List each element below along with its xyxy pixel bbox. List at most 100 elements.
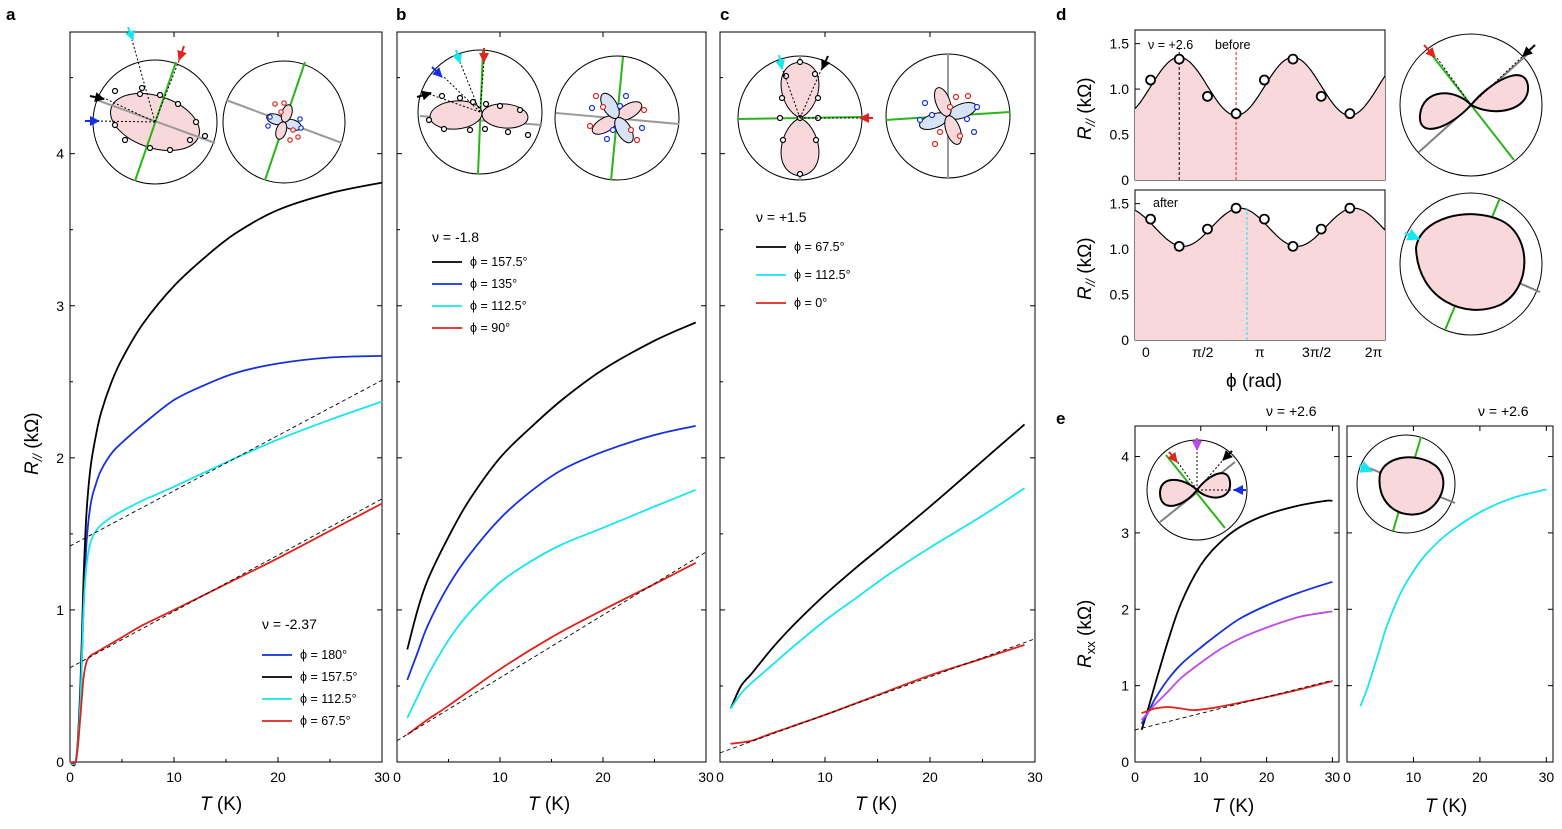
legend-label: ϕ = 112.5° xyxy=(794,268,851,282)
polar-inset-c-left xyxy=(737,54,873,181)
x-tick-label: 0 xyxy=(1142,344,1150,360)
series-line-cyan xyxy=(729,487,1025,710)
ylabel-d-top: R// (kΩ) xyxy=(1075,77,1098,140)
y-tick-label: 4 xyxy=(56,146,64,162)
x-tick-label: 20 xyxy=(922,769,938,785)
series-line-black xyxy=(1140,499,1333,731)
polar-inset-d-top xyxy=(1399,33,1543,177)
x-tick-label: 10 xyxy=(166,769,182,785)
polar-inset-b-left xyxy=(416,48,543,175)
d-data-point xyxy=(1344,108,1356,120)
d-fill-area xyxy=(1135,208,1385,340)
ylabel-d-bottom: R// (kΩ) xyxy=(1075,237,1098,300)
polar-inset-b-right xyxy=(554,55,680,181)
legends: ν = -2.37 ϕ = 180° ϕ = 157.5° ϕ = 112.5° ϕ =… xyxy=(262,209,851,728)
y-tick-label: 1.0 xyxy=(1110,241,1130,257)
d-data-point xyxy=(1202,223,1213,235)
d-data-point xyxy=(1230,202,1242,214)
x-tick-label: 30 xyxy=(374,769,390,785)
x-tick-label: 0 xyxy=(716,769,724,785)
x-tick-label: 0 xyxy=(393,769,401,785)
y-tick-label: 0 xyxy=(1121,172,1129,188)
series-line-blue xyxy=(406,425,696,681)
legend-label: ϕ = 112.5° xyxy=(470,299,527,313)
x-tick-label: 2π xyxy=(1365,344,1383,360)
y-tick-label: 1 xyxy=(56,602,64,618)
d-top-before-annotation: before xyxy=(1215,38,1250,52)
legend-title: ν = +1.5 xyxy=(756,209,807,225)
x-tick-label: 10 xyxy=(492,769,508,785)
fit-lines xyxy=(69,379,1333,754)
plot-frame-e-right xyxy=(1346,425,1554,763)
xlabel-d: ϕ (rad) xyxy=(1226,371,1282,392)
series-line-cyan xyxy=(69,400,383,766)
linear-fit-line xyxy=(69,498,383,669)
y-tick-label: 0 xyxy=(1121,332,1129,348)
x-tick-label: 0 xyxy=(1131,769,1139,785)
legend-label: ϕ = 135° xyxy=(470,277,517,291)
legend-label: ϕ = 112.5° xyxy=(300,692,357,706)
xlabel-e-right: T (K) xyxy=(1425,796,1467,817)
panel-letter-d: d xyxy=(1056,5,1066,24)
polar-inset-c-right xyxy=(885,53,1011,179)
x-tick-label: 30 xyxy=(1325,769,1341,785)
legend-label: ϕ = 90° xyxy=(470,321,510,335)
d-top-nu-annotation: ν = +2.6 xyxy=(1148,38,1193,52)
legend-label: ϕ = 180° xyxy=(300,648,347,662)
series-line-red xyxy=(1141,680,1333,714)
series-line-cyan xyxy=(1359,488,1547,707)
y-tick-label: 0 xyxy=(1121,754,1129,770)
x-tick-label: π xyxy=(1255,344,1265,360)
xlabel-a: T (K) xyxy=(200,794,242,815)
linear-fit-line xyxy=(396,551,707,742)
xlabel-c: T (K) xyxy=(855,794,897,815)
x-tick-label: 30 xyxy=(1027,769,1043,785)
d-data-point xyxy=(1287,240,1299,252)
y-tick-label: 1 xyxy=(1121,678,1129,694)
d-data-point xyxy=(1258,213,1270,225)
x-tick-label: 30 xyxy=(1539,769,1555,785)
x-tick-label: 30 xyxy=(698,769,714,785)
y-tick-label: 0 xyxy=(56,754,64,770)
panel-letter-b: b xyxy=(396,5,406,24)
x-tick-label: 10 xyxy=(1406,769,1422,785)
y-tick-label: 2 xyxy=(56,450,64,466)
series-line-cyan xyxy=(406,488,697,719)
ylabel-e: Rxx (kΩ) xyxy=(1075,600,1098,668)
panel-letter-c: c xyxy=(720,5,729,24)
legend-title: ν = -2.37 xyxy=(262,616,317,632)
y-tick-label: 4 xyxy=(1121,449,1129,465)
d-points xyxy=(1145,53,1356,252)
x-tick-label: π/2 xyxy=(1192,344,1214,360)
series-line-red xyxy=(69,502,383,765)
series-line-blue xyxy=(1140,580,1333,725)
x-tick-label: 0 xyxy=(66,769,74,785)
polar-inset-a-left xyxy=(85,26,218,185)
d-data-point xyxy=(1173,53,1185,65)
legend-label: ϕ = 67.5° xyxy=(794,240,845,254)
y-tick-label: 1.0 xyxy=(1110,81,1130,97)
polar-inset-e-left xyxy=(1146,438,1248,541)
polar-inset-d-bottom xyxy=(1399,192,1543,336)
d-data-point xyxy=(1230,108,1242,120)
e-left-nu-annotation: ν = +2.6 xyxy=(1266,403,1317,419)
x-tick-label: 10 xyxy=(1193,769,1209,785)
y-tick-label: 2 xyxy=(1121,601,1129,617)
legend-title: ν = -1.8 xyxy=(432,229,479,245)
xlabel-b: T (K) xyxy=(528,794,570,815)
legend-label: ϕ = 157.5° xyxy=(470,255,528,269)
y-tick-label: 1.5 xyxy=(1110,36,1130,52)
d-data-point xyxy=(1258,74,1270,86)
d-data-point xyxy=(1315,90,1327,102)
series-line-black xyxy=(729,423,1026,710)
xlabel-e-left: T (K) xyxy=(1212,796,1254,817)
linear-fit-line xyxy=(69,379,383,547)
d-data-point xyxy=(1173,240,1185,252)
x-tick-label: 0 xyxy=(1343,769,1351,785)
y-tick-label: 0.5 xyxy=(1110,127,1130,143)
d-data-point xyxy=(1202,90,1213,102)
series-line-magenta xyxy=(1140,610,1333,721)
ylabel-a: R// (kΩ) xyxy=(22,412,45,475)
y-tick-label: 0.5 xyxy=(1110,287,1130,303)
d-data-point xyxy=(1145,213,1156,225)
